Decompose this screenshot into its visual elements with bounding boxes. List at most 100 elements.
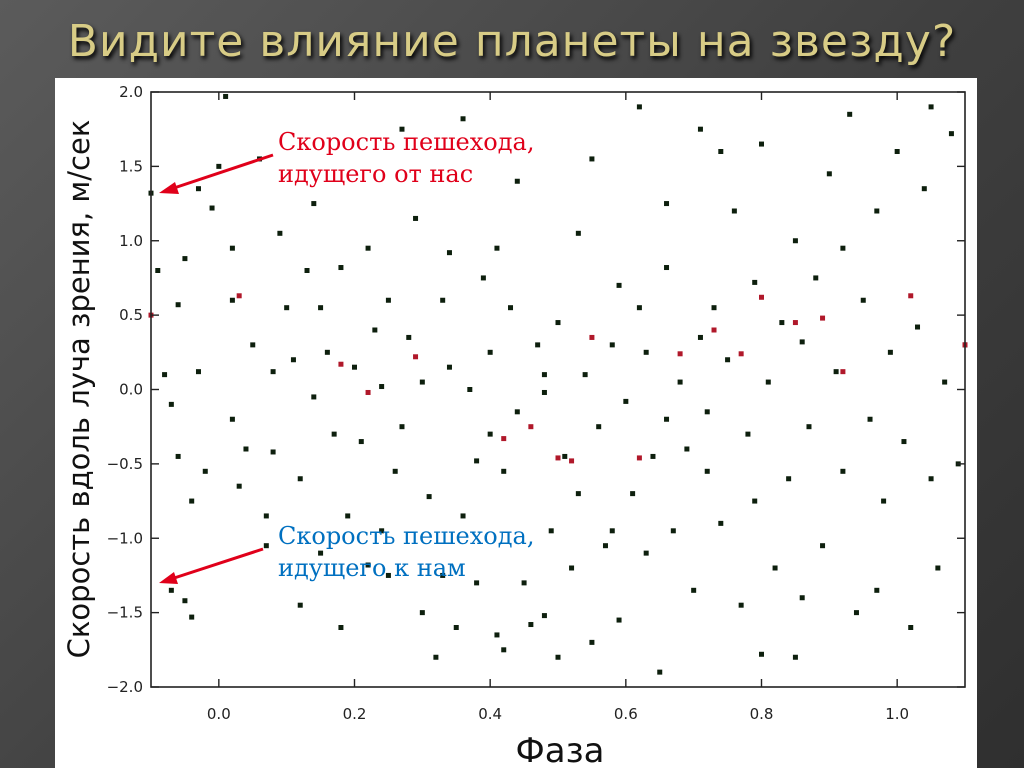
data-point-66	[501, 647, 507, 653]
data-point-60	[474, 458, 480, 464]
data-point-86	[616, 282, 622, 288]
data-point-8	[175, 302, 181, 308]
data-point-20	[243, 446, 249, 452]
data-point-167	[575, 230, 581, 236]
data-point-38	[352, 364, 357, 370]
data-point-19	[236, 483, 242, 489]
data-point-161	[874, 587, 880, 593]
points-layer	[148, 93, 968, 675]
data-point-13	[195, 186, 201, 192]
data-point-129	[860, 297, 866, 303]
y-tick-label-3: 0.5	[119, 306, 143, 324]
y-tick-label-7: −1.5	[107, 604, 143, 622]
data-point-119	[799, 339, 805, 345]
y-tick-label-8: −2.0	[107, 678, 143, 696]
data-point-89	[630, 491, 636, 497]
data-point-35	[331, 431, 337, 437]
data-point-96	[664, 265, 670, 271]
data-point-134	[894, 149, 900, 154]
data-point-109	[738, 602, 744, 608]
data-point-24	[270, 369, 276, 375]
data-point-69	[514, 409, 520, 415]
data-point-61	[474, 580, 480, 586]
data-point-81	[582, 372, 588, 378]
data-point-107	[725, 357, 731, 363]
data-point-95	[664, 416, 670, 422]
highlight-point-4	[501, 436, 507, 442]
data-point-146	[460, 116, 466, 122]
data-point-102	[697, 334, 703, 340]
data-point-65	[494, 632, 500, 638]
data-point-150	[514, 178, 520, 184]
data-point-162	[379, 528, 385, 534]
data-point-47	[399, 424, 405, 430]
data-point-67	[501, 468, 507, 474]
data-point-21	[250, 342, 256, 348]
data-point-45	[385, 297, 391, 303]
data-point-106	[718, 520, 724, 526]
y-axis-label: Скорость вдоль луча зрения, м/сек	[62, 120, 96, 659]
data-point-62	[480, 275, 486, 281]
data-point-165	[752, 498, 758, 504]
data-point-115	[772, 565, 778, 571]
data-point-33	[318, 305, 324, 311]
data-point-68	[508, 305, 514, 311]
data-point-111	[752, 279, 758, 285]
data-point-153	[928, 104, 934, 110]
data-point-12	[189, 498, 195, 504]
x-axis-label: Фаза	[515, 731, 604, 768]
highlight-point-7	[569, 458, 575, 464]
plot-frame	[150, 91, 966, 688]
data-point-9	[182, 256, 188, 262]
data-point-92	[643, 349, 649, 355]
data-point-43	[379, 384, 385, 390]
data-point-64	[487, 349, 493, 355]
x-tick-label-2: 0.4	[478, 705, 502, 723]
data-point-128	[853, 610, 859, 616]
data-point-139	[928, 476, 934, 482]
annotation-toward-line1: Скорость пешехода,	[278, 522, 535, 550]
data-point-29	[297, 476, 303, 482]
data-point-55	[440, 572, 446, 578]
data-point-117	[786, 476, 792, 482]
data-point-112	[759, 651, 764, 657]
data-point-6	[168, 587, 174, 593]
data-point-156	[704, 468, 710, 474]
data-point-110	[745, 431, 751, 437]
data-point-91	[643, 550, 649, 556]
data-point-26	[277, 230, 283, 236]
data-point-14	[209, 205, 215, 211]
data-point-25	[270, 449, 276, 455]
data-point-157	[840, 245, 846, 251]
data-point-23	[263, 513, 269, 519]
annotation-away: Скорость пешехода, идущего от нас	[278, 126, 534, 190]
data-point-10	[195, 369, 201, 375]
data-point-136	[908, 625, 914, 630]
data-point-18	[229, 416, 235, 422]
data-point-36	[338, 265, 344, 271]
data-point-15	[216, 163, 222, 169]
data-point-108	[731, 208, 737, 214]
data-point-155	[541, 389, 547, 395]
data-point-97	[670, 528, 676, 534]
data-point-32	[318, 550, 324, 556]
highlight-point-2	[365, 389, 371, 395]
data-point-154	[338, 625, 344, 630]
data-point-75	[548, 528, 554, 534]
data-point-56	[446, 364, 452, 370]
data-point-5	[182, 598, 188, 604]
data-point-158	[446, 250, 452, 256]
data-point-3	[168, 401, 174, 407]
data-point-132	[881, 498, 887, 504]
highlight-point-9	[677, 351, 683, 357]
x-tick-label-5: 1.0	[885, 705, 909, 723]
data-point-103	[704, 409, 710, 415]
data-point-63	[487, 431, 493, 437]
data-point-27	[284, 305, 290, 311]
data-point-114	[765, 379, 771, 385]
data-point-53	[433, 654, 439, 660]
highlight-point-11	[738, 351, 744, 357]
highlight-point-5	[528, 424, 534, 430]
data-point-138	[921, 186, 927, 192]
y-tick-label-4: 0.0	[119, 381, 143, 399]
